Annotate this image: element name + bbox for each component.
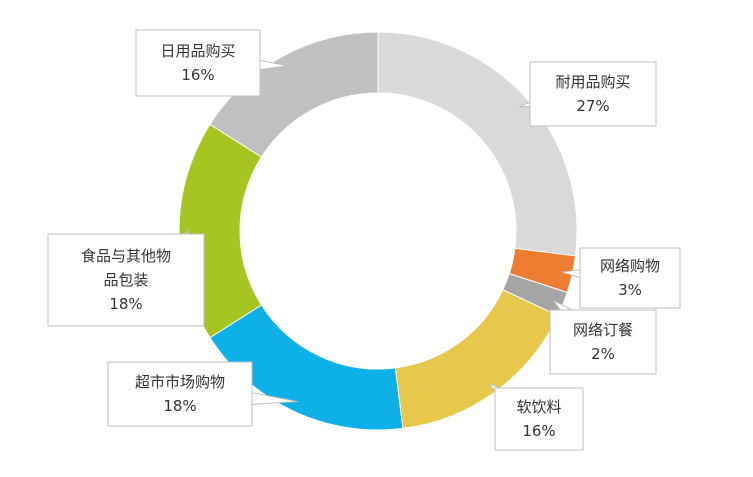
slice-category-label: 超市市场购物 [135, 373, 225, 391]
callouts-group: 耐用品购买 27% 网络购物 3% 网络订餐 2% 软饮料 16% 超市市场购物 18% 食品与其他… [47, 29, 681, 451]
callout-fill [551, 311, 655, 373]
callout-fill [581, 249, 679, 307]
slice-value-label: 3% [618, 281, 642, 299]
slice-category-label: 网络订餐 [573, 321, 633, 339]
callout-fill [137, 31, 259, 95]
slice-value-label: 16% [522, 422, 555, 440]
slice-value-label: 27% [576, 97, 609, 115]
slice-category-label: 耐用品购买 [555, 73, 630, 91]
callout-fill [531, 63, 655, 125]
slice-category-label: 网络购物 [600, 257, 660, 275]
callout-fill [496, 389, 582, 449]
slice-value-label: 16% [181, 66, 214, 84]
callout-fill [49, 235, 203, 325]
slice-category-label: 软饮料 [516, 398, 561, 416]
callout-fill [109, 363, 251, 425]
slice-1 [377, 31, 578, 257]
slice-value-label: 18% [163, 397, 196, 415]
slice-category-label: 品包装 [103, 271, 148, 289]
slice-category-label: 食品与其他物 [81, 247, 171, 265]
slice-value-label: 2% [591, 345, 615, 363]
slice-value-label: 18% [109, 295, 142, 313]
slice-category-label: 日用品购买 [160, 42, 235, 60]
